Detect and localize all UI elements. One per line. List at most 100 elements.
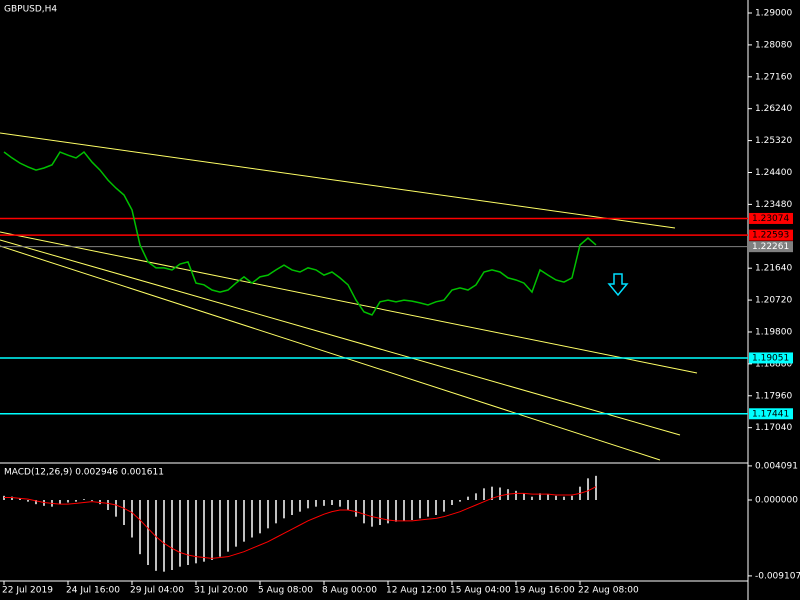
y-tick-label: 0.000000	[755, 496, 798, 506]
price-level-label: 1.22593	[752, 231, 789, 241]
macd-bar	[443, 500, 445, 512]
macd-bar	[131, 500, 133, 538]
macd-bar	[467, 496, 469, 500]
macd-bar	[499, 487, 501, 500]
macd-bar	[27, 500, 29, 502]
macd-bar	[427, 500, 429, 517]
macd-bar	[59, 500, 61, 505]
signal-line	[4, 486, 597, 559]
y-tick-label: 1.21640	[755, 264, 792, 274]
macd-bar	[187, 500, 189, 565]
macd-bar	[339, 500, 341, 507]
macd-bar	[331, 500, 333, 505]
macd-bar	[523, 493, 525, 500]
macd-bar	[243, 500, 245, 542]
macd-bar	[379, 500, 381, 525]
macd-bar	[203, 500, 205, 562]
y-tick-label: 1.17960	[755, 391, 792, 401]
macd-bar	[315, 500, 317, 507]
macd-bar	[347, 500, 349, 510]
macd-bar	[219, 500, 221, 557]
macd-bar	[267, 500, 269, 529]
macd-bar	[75, 500, 77, 502]
y-tick-label: 0.004091	[755, 461, 798, 471]
macd-bar	[323, 500, 325, 506]
macd-bar	[547, 494, 549, 500]
macd-bar	[147, 500, 149, 565]
trend-lines	[0, 132, 698, 461]
macd-bar	[195, 500, 197, 564]
y-tick-label: 1.20720	[755, 296, 792, 306]
trend-line	[0, 245, 661, 461]
x-tick-label: 29 Jul 04:00	[130, 586, 184, 596]
macd-bar	[355, 500, 357, 517]
y-tick-label: 1.18880	[755, 359, 792, 369]
macd-title: MACD(12,26,9) 0.002946 0.001611	[4, 468, 164, 478]
price-level-label: 1.17441	[752, 409, 789, 419]
macd-bar	[563, 496, 565, 500]
macd-bar	[139, 500, 141, 555]
macd-bar	[291, 500, 293, 515]
macd-bar	[107, 500, 109, 510]
macd-bar	[587, 478, 589, 500]
price-line	[3, 151, 597, 316]
y-tick-label: 1.24400	[755, 168, 792, 178]
macd-bar	[235, 500, 237, 547]
macd-bar	[595, 475, 597, 500]
macd-bar	[275, 500, 277, 524]
price-level-box	[749, 352, 793, 364]
macd-bar	[451, 500, 453, 505]
x-tick-label: 15 Aug 04:00	[450, 586, 511, 596]
macd-bar	[363, 500, 365, 524]
macd-bar	[387, 500, 389, 524]
y-tick-label: 1.29000	[755, 9, 792, 19]
price-level-box	[749, 212, 793, 224]
sell-arrow	[607, 273, 629, 297]
macd-bar	[555, 495, 557, 500]
macd-bar	[123, 500, 125, 525]
y-tick-label: 1.17040	[755, 423, 792, 433]
macd-bar	[435, 500, 437, 515]
price-level-label: 1.23074	[752, 214, 789, 224]
trend-line	[0, 132, 676, 229]
macd-bar	[179, 500, 181, 567]
macd-bar	[539, 493, 541, 500]
macd-bar	[83, 499, 85, 500]
macd-bar	[395, 500, 397, 522]
price-level-box	[749, 229, 793, 241]
macd-bar	[307, 500, 309, 509]
macd-bar	[35, 500, 37, 505]
macd-bar	[483, 488, 485, 500]
trend-line	[0, 239, 681, 436]
price-level-box	[749, 241, 793, 253]
macd-bar	[171, 500, 173, 570]
macd-bar	[419, 500, 421, 519]
macd-bar	[211, 500, 213, 560]
y-tick-label: 1.25320	[755, 136, 792, 146]
x-tick-label: 5 Aug 08:00	[258, 586, 313, 596]
y-tick-label: 1.27160	[755, 72, 792, 82]
macd-bar	[67, 500, 69, 503]
x-tick-label: 31 Jul 20:00	[194, 586, 248, 596]
macd-bar	[91, 500, 93, 501]
macd-bar	[411, 500, 413, 520]
macd-bar	[155, 500, 157, 571]
macd-bar	[115, 500, 117, 517]
trend-line	[0, 231, 698, 374]
chart-title: GBPUSD,H4	[4, 5, 57, 15]
macd-bar	[283, 500, 285, 519]
x-tick-label: 22 Aug 08:00	[578, 586, 639, 596]
macd-bar	[459, 500, 461, 502]
price-level-label: 1.22261	[752, 242, 789, 252]
macd-bar	[163, 500, 165, 572]
macd-bar	[491, 486, 493, 500]
y-tick-label: 1.19800	[755, 327, 792, 337]
x-tick-label: 19 Aug 16:00	[514, 586, 575, 596]
macd-bar	[251, 500, 253, 538]
macd-bar	[475, 493, 477, 500]
price-level-box	[749, 408, 793, 420]
macd-bar	[11, 496, 13, 500]
x-tick-label: 24 Jul 16:00	[66, 586, 120, 596]
